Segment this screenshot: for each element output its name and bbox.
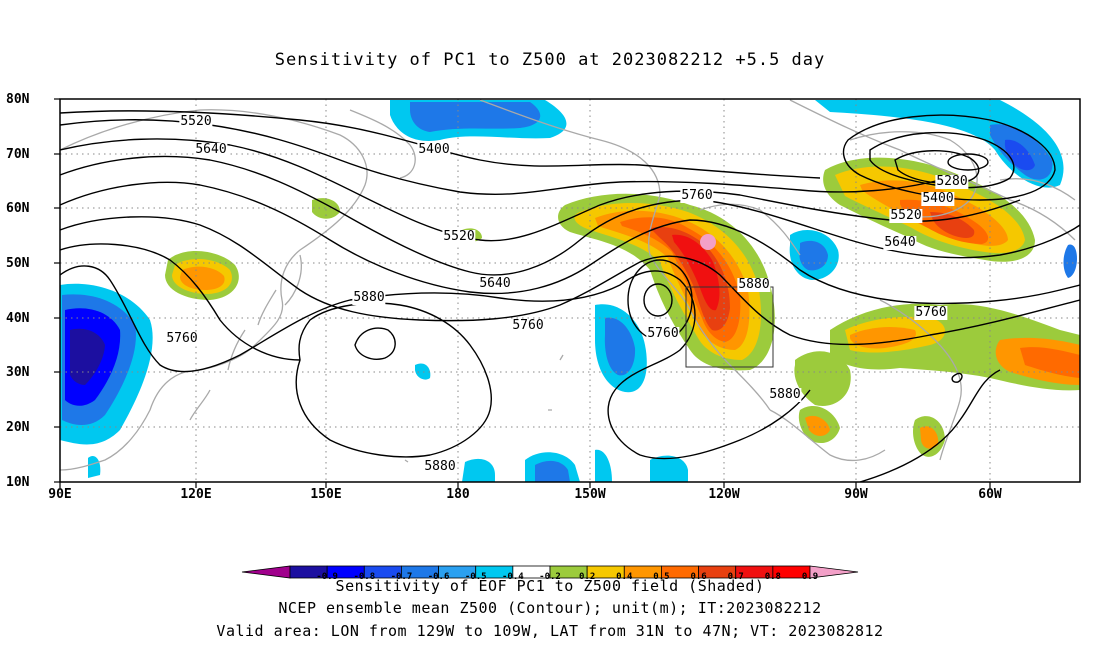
lat-label-50: 50N: [6, 256, 30, 271]
lon-label-60w: 60W: [978, 487, 1002, 502]
contour-label: 5640: [883, 235, 917, 250]
lat-label-20: 20N: [6, 420, 30, 435]
lat-label-10: 10N: [6, 475, 30, 490]
colorbar-level-label: 0.2: [579, 572, 595, 582]
lat-label-60: 60N: [6, 201, 30, 216]
valid-area-box: [685, 286, 774, 368]
map-title: Sensitivity of PC1 to Z500 at 2023082212…: [274, 50, 826, 70]
contour-label: 5880: [352, 290, 386, 305]
shaded-sensitivity: [60, 100, 1080, 482]
colorbar-level-label: 0.8: [765, 572, 781, 582]
colorbar-level-label: -0.6: [428, 572, 450, 582]
lat-label-80: 80N: [6, 92, 30, 107]
contour-label: 5520: [179, 114, 213, 129]
footer-shaded-caption: Sensitivity of EOF PC1 to Z500 field (Sh…: [335, 577, 765, 595]
colorbar-level-label: 0.6: [690, 572, 706, 582]
contour-label: 5640: [194, 142, 228, 157]
lon-label-180: 180: [446, 487, 470, 502]
colorbar-level-label: -0.9: [316, 572, 338, 582]
graticule: [60, 99, 1080, 482]
contour-label: 5520: [889, 208, 923, 223]
negative-shade-greenland: [815, 100, 1064, 188]
colorbar-level-label: -0.5: [465, 572, 487, 582]
lat-label-30: 30N: [6, 365, 30, 380]
coastlines: [60, 99, 1076, 471]
colorbar-level-label: 0.5: [653, 572, 669, 582]
contour-label: 5760: [511, 318, 545, 333]
contour-label: 5760: [680, 188, 714, 203]
colorbar-level-label: -0.8: [353, 572, 375, 582]
footer-valid-area: Valid area: LON from 129W to 109W, LAT f…: [216, 622, 884, 640]
contour-label: 5400: [417, 142, 451, 157]
contour-label: 5520: [442, 229, 476, 244]
lon-label-120w: 120W: [708, 487, 740, 502]
contour-label: 5640: [478, 276, 512, 291]
contour-label: 5880: [737, 277, 771, 292]
lon-label-90w: 90W: [844, 487, 868, 502]
lon-label-90e: 90E: [48, 487, 72, 502]
colorbar-level-label: -0.7: [391, 572, 413, 582]
colorbar-max-arrow: [809, 565, 859, 579]
colorbar-level-label: 0.7: [728, 572, 744, 582]
lat-label-40: 40N: [6, 311, 30, 326]
footer-contour-caption: NCEP ensemble mean Z500 (Contour); unit(…: [278, 599, 822, 617]
colorbar-level-label: 0.9: [802, 572, 818, 582]
colorbar-level-label: -0.4: [502, 572, 524, 582]
contour-label: 5760: [646, 326, 680, 341]
contour-label: 5760: [165, 331, 199, 346]
colorbar-level-label: -0.2: [539, 572, 561, 582]
colorbar-level-label: 0.4: [616, 572, 633, 582]
contour-label: 5880: [423, 459, 457, 474]
colorbar: -0.9 -0.8 -0.7 -0.6 -0.5 -0.4 -0.2 0.2 0.4 0.5 0.6…: [241, 565, 859, 582]
contour-label: 5760: [914, 305, 948, 320]
contour-label: 5280: [935, 174, 969, 189]
lat-label-70: 70N: [6, 147, 30, 162]
plot-frame: [59, 98, 1081, 483]
contour-label: 5880: [768, 387, 802, 402]
z500-contours: [60, 110, 1080, 482]
lon-label-150w: 150W: [574, 487, 606, 502]
lon-label-150e: 150E: [310, 487, 342, 502]
contour-label: 5400: [921, 191, 955, 206]
lon-label-120e: 120E: [180, 487, 212, 502]
